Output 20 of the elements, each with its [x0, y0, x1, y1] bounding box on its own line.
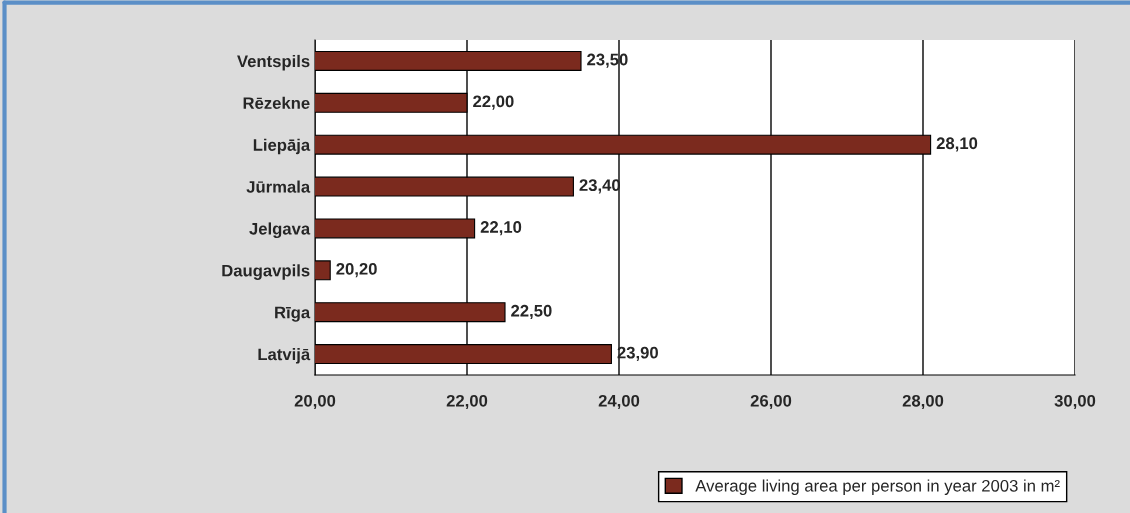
- y-tick-label: Latvijā: [258, 348, 311, 364]
- y-tick-label: Rīga: [275, 306, 311, 322]
- legend-label: Average living area per person in year 2003 in m²: [695, 479, 1060, 495]
- x-tick-label: 22,00: [446, 394, 488, 410]
- data-label: 22,50: [511, 304, 552, 320]
- y-tick-label: Jelgava: [249, 222, 311, 239]
- x-tick-label: 26,00: [750, 394, 792, 410]
- y-tick-label: Jūrmala: [246, 180, 311, 193]
- y-tick-label: Daugavpils: [222, 264, 310, 280]
- x-tick-label: 28,00: [902, 394, 944, 410]
- y-tick-label: Rēzekne: [243, 96, 310, 110]
- y-tick-label: Liepāja: [253, 138, 311, 155]
- data-label: 20,20: [336, 262, 377, 278]
- x-tick-label: 24,00: [598, 394, 640, 410]
- data-label: 22,10: [480, 221, 522, 236]
- x-tick-label: 30,00: [1054, 394, 1096, 410]
- data-label: 28,10: [936, 137, 978, 152]
- y-tick-label: Ventspils: [237, 54, 310, 71]
- data-label: 22,00: [473, 95, 514, 110]
- x-tick-label: 20,00: [294, 394, 336, 410]
